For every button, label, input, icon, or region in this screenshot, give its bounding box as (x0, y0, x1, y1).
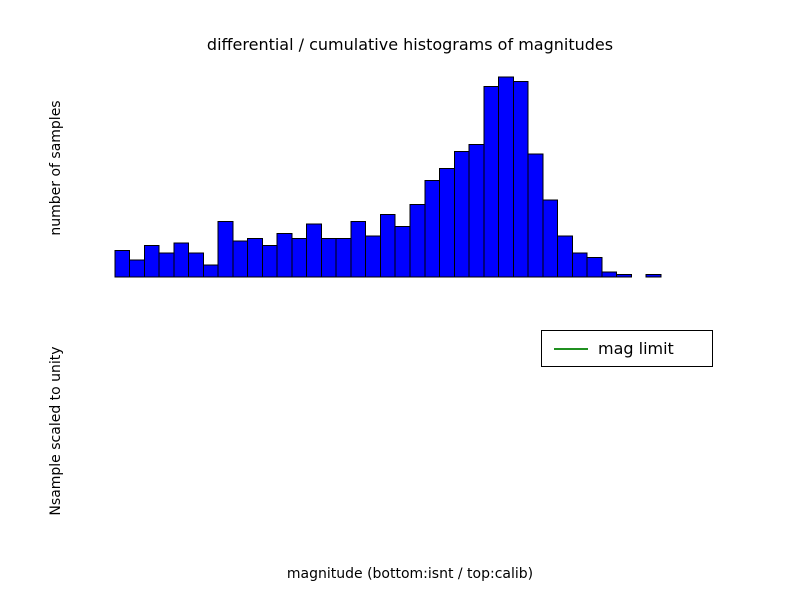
bottom-x-axis-label: magnitude (bottom:isnt / top:calib) (286, 566, 534, 582)
histogram-bar (261, 245, 278, 278)
histogram-bar (542, 199, 559, 278)
histogram-bar (188, 252, 204, 278)
histogram-bar (247, 237, 263, 278)
histogram-bar (453, 151, 470, 278)
histogram-bar (498, 76, 514, 278)
histogram-bar (468, 143, 485, 278)
bottom-y-axis-label: Nsample scaled to unity (48, 346, 64, 516)
histogram-bar (158, 252, 175, 278)
top-y-axis-label: number of samples (48, 100, 64, 236)
histogram-bar (394, 225, 411, 278)
chart-title: differential / cumulative histograms of … (206, 35, 614, 54)
histogram-bar (335, 237, 352, 278)
histogram-bar (424, 180, 441, 278)
histogram-bar (143, 245, 160, 278)
histogram-bar (439, 168, 455, 278)
histogram-bar (202, 264, 219, 278)
histogram-bar (409, 204, 426, 278)
histogram-bar (365, 235, 381, 278)
histogram-bar (586, 257, 603, 278)
histogram-bar (483, 86, 500, 278)
histogram-bar (645, 274, 662, 278)
histogram-bar (527, 153, 544, 278)
histogram-bar (616, 274, 632, 278)
histogram-bar (571, 252, 588, 278)
histogram-bar (601, 271, 618, 278)
legend: mag limit (541, 330, 713, 367)
legend-label: mag limit (598, 339, 674, 358)
histogram-bar (217, 221, 234, 278)
histogram-bar (173, 242, 190, 278)
histogram-bar (512, 81, 529, 278)
histogram-bar (306, 223, 322, 278)
histogram-bar (291, 237, 308, 278)
legend-dashed-line-icon (554, 347, 588, 350)
histogram-bar (276, 233, 293, 278)
histogram-bar (379, 213, 396, 278)
histogram-bar (114, 249, 131, 278)
histogram-bar (129, 259, 145, 278)
histogram-bar (557, 235, 573, 278)
histogram-bar (350, 221, 367, 278)
histogram-bar (320, 237, 337, 278)
histogram-bar (232, 240, 249, 278)
